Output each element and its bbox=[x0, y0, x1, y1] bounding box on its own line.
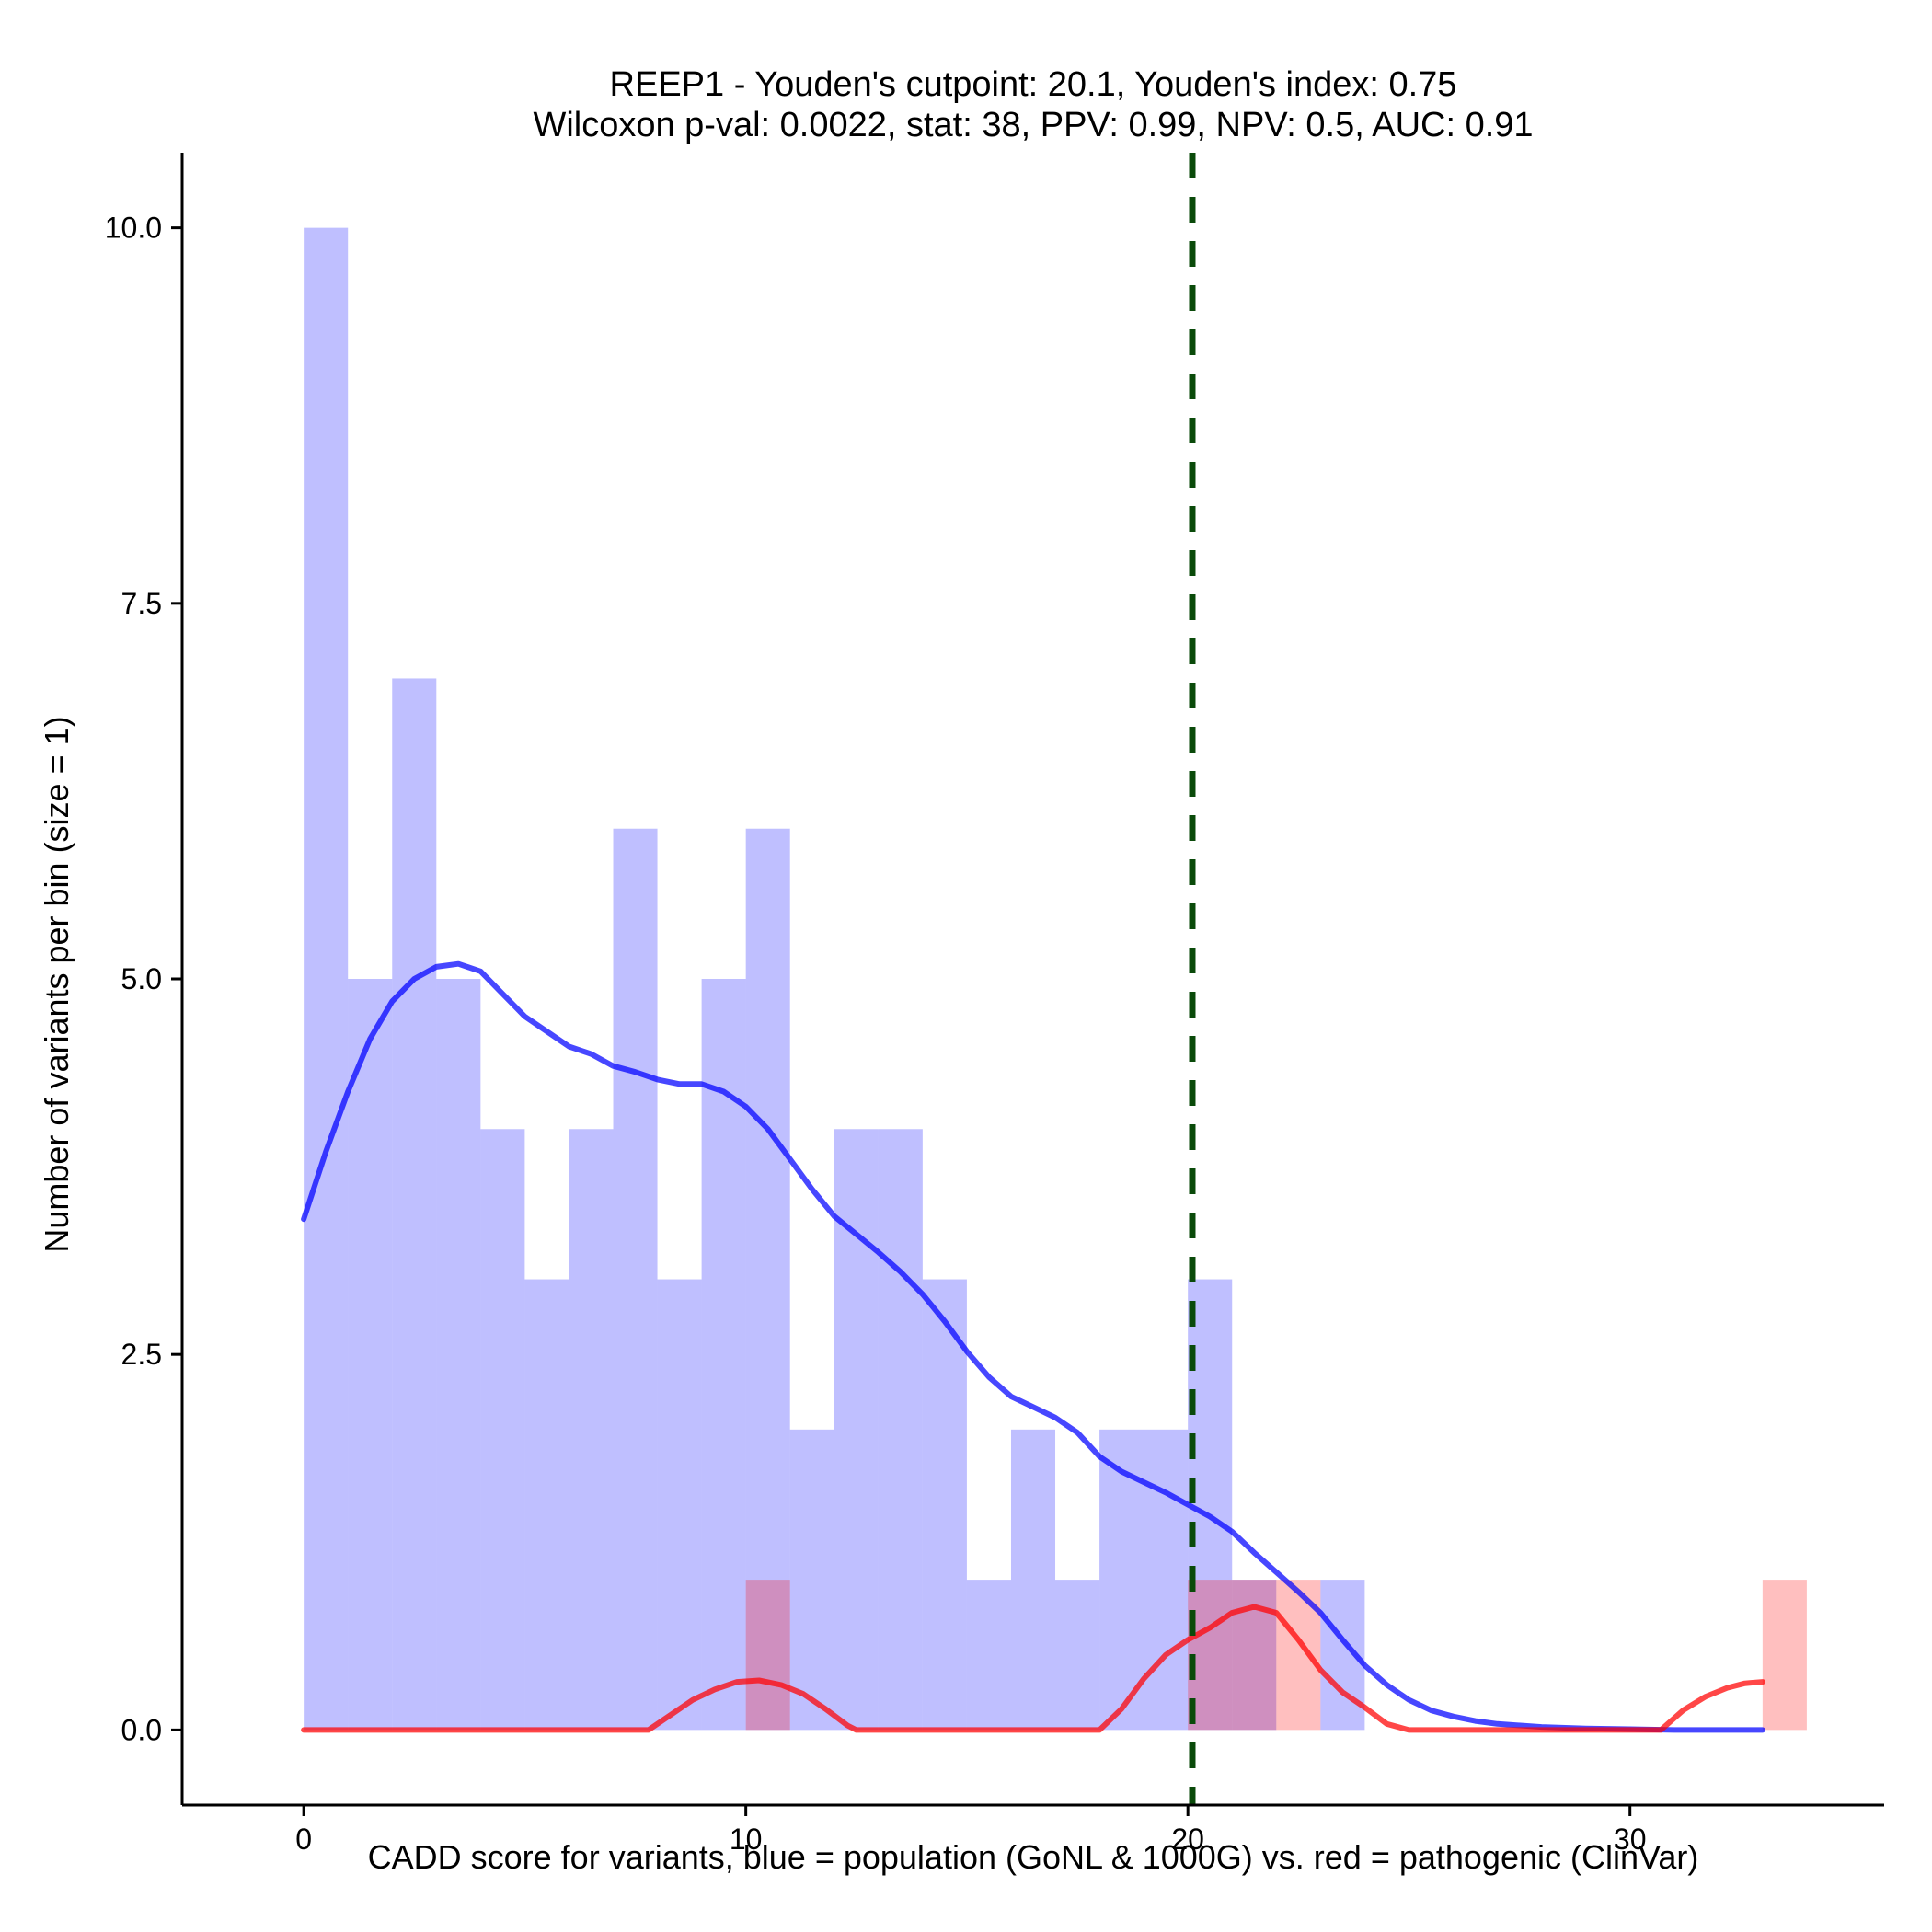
x-tick-label: 0 bbox=[295, 1823, 312, 1856]
y-tick-label: 0.0 bbox=[121, 1713, 162, 1746]
bar-pathogenic-10 bbox=[745, 1580, 790, 1731]
bar-population-6 bbox=[569, 1129, 614, 1731]
y-tick-label: 7.5 bbox=[121, 587, 162, 620]
x-tick-label: 30 bbox=[1614, 1823, 1647, 1856]
y-tick-label: 5.0 bbox=[121, 962, 162, 995]
bar-population-7 bbox=[613, 828, 658, 1731]
bar-population-17 bbox=[1055, 1580, 1100, 1731]
bar-pathogenic-33 bbox=[1762, 1580, 1807, 1731]
density-line-pathogenic bbox=[301, 1604, 1765, 1733]
x-axis-label: CADD score for variants, blue = populati… bbox=[368, 1838, 1699, 1876]
bar-population-4 bbox=[480, 1129, 525, 1731]
y-tick-label: 2.5 bbox=[121, 1338, 162, 1371]
bar-population-8 bbox=[657, 1279, 702, 1731]
bar-population-13 bbox=[878, 1129, 923, 1731]
y-tick-label: 10.0 bbox=[105, 212, 162, 245]
bar-population-19 bbox=[1144, 1429, 1189, 1731]
bar-pathogenic-21 bbox=[1232, 1580, 1277, 1731]
bar-population-15 bbox=[966, 1580, 1011, 1731]
bar-population-2 bbox=[392, 678, 437, 1731]
bar-population-10 bbox=[745, 828, 790, 1731]
y-axis-label: Number of variants per bin (size = 1) bbox=[38, 716, 75, 1252]
bar-population-0 bbox=[304, 227, 349, 1731]
bar-population-5 bbox=[524, 1279, 569, 1731]
bar-population-11 bbox=[789, 1429, 834, 1731]
x-tick-label: 10 bbox=[730, 1823, 763, 1856]
bar-pathogenic-22 bbox=[1276, 1580, 1321, 1731]
x-tick-label: 20 bbox=[1171, 1823, 1204, 1856]
density-line-population bbox=[301, 960, 1765, 1733]
density-curves bbox=[301, 960, 1765, 1733]
histogram-bars bbox=[304, 227, 1807, 1731]
chart-title-line-1: REEP1 - Youden's cutpoint: 20.1, Youden'… bbox=[610, 65, 1457, 104]
ticks: 0 10 20 30 0.0 2.5 5.0 7.5 10.0 bbox=[105, 212, 1647, 1856]
chart-title-line-2: Wilcoxon p-val: 0.0022, stat: 38, PPV: 0… bbox=[533, 106, 1533, 144]
bar-population-3 bbox=[436, 979, 481, 1731]
bar-population-16 bbox=[1010, 1429, 1056, 1731]
bar-population-14 bbox=[922, 1279, 967, 1731]
bar-population-1 bbox=[348, 979, 393, 1731]
bar-population-12 bbox=[834, 1129, 879, 1731]
